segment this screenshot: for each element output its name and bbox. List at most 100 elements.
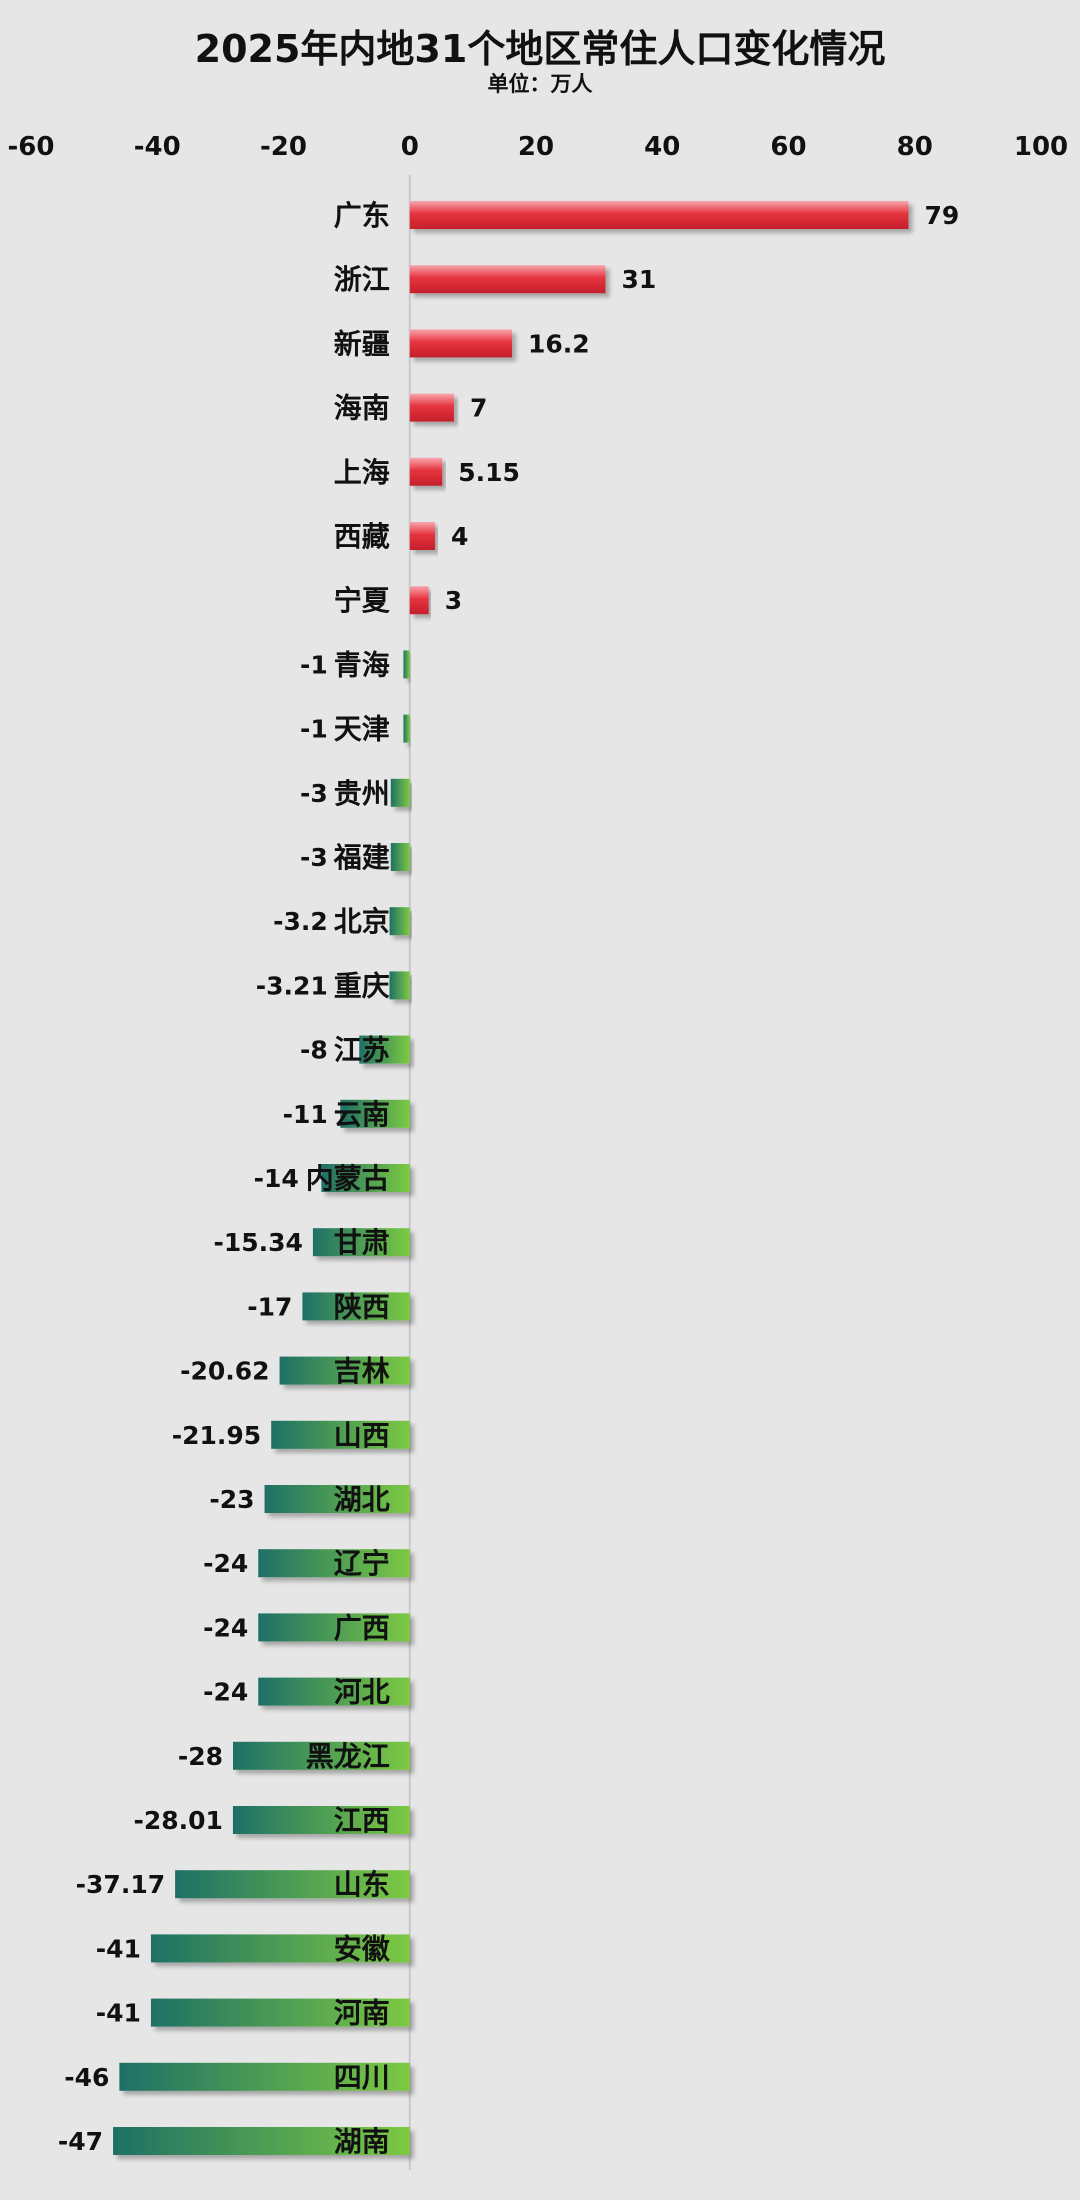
bar [119, 2062, 410, 2091]
value-label: -3 [300, 779, 328, 808]
x-tick-label: 0 [401, 132, 419, 162]
value-label: 4 [451, 522, 468, 551]
value-label: -28 [178, 1742, 223, 1771]
bar [264, 1485, 410, 1513]
value-label: -46 [64, 2063, 109, 2092]
x-tick-label: 20 [518, 132, 554, 162]
value-label: -8 [300, 1036, 328, 1065]
bar [389, 971, 410, 1000]
category-label: 云南 [334, 1098, 390, 1131]
bar [321, 1164, 410, 1192]
bar [409, 393, 454, 422]
category-label: 天津 [334, 713, 390, 746]
value-label: -11 [283, 1100, 328, 1129]
value-label: -41 [96, 1934, 141, 1963]
value-label: -41 [96, 1999, 141, 2028]
category-label: 山西 [334, 1419, 390, 1452]
value-label: 7 [470, 394, 487, 423]
bar [150, 1998, 410, 2027]
category-label: 吉林 [334, 1355, 390, 1388]
value-label: -21.95 [172, 1421, 261, 1450]
value-label: 79 [924, 201, 959, 230]
value-label: -3.2 [273, 907, 328, 936]
category-label: 浙江 [334, 263, 390, 296]
value-label: 16.2 [528, 329, 590, 358]
category-label: 山东 [334, 1868, 390, 1901]
bar [403, 714, 410, 743]
bar [232, 1806, 410, 1834]
category-label: 青海 [334, 648, 390, 681]
category-label: 安徽 [334, 1932, 391, 1965]
value-label: 5.15 [458, 458, 520, 487]
bar [409, 457, 443, 486]
bar [409, 522, 435, 550]
value-label: 31 [621, 265, 656, 294]
bar [175, 1870, 410, 1899]
value-label: -17 [247, 1292, 292, 1321]
chart-subtitle: 单位：万人 [487, 72, 593, 96]
bar [258, 1613, 410, 1642]
value-label: -24 [203, 1678, 248, 1707]
x-tick-label: -60 [8, 132, 55, 162]
category-label: 福建 [333, 841, 390, 874]
value-label: -3.21 [256, 971, 328, 1000]
category-label: 北京 [334, 905, 390, 938]
bar [359, 1035, 410, 1064]
x-tick-label: -40 [134, 132, 181, 162]
category-label: 宁夏 [334, 584, 391, 617]
value-label: -20.62 [180, 1357, 269, 1386]
category-label: 江西 [334, 1804, 390, 1837]
category-label: 内蒙古 [306, 1162, 390, 1195]
category-label: 重庆 [334, 969, 390, 1002]
x-tick-label: 80 [897, 132, 933, 162]
bar [409, 586, 429, 615]
category-label: 广西 [334, 1611, 390, 1644]
bar [390, 778, 410, 807]
category-label: 河北 [334, 1676, 390, 1709]
x-tick-label: -20 [260, 132, 307, 162]
bar [113, 2127, 410, 2155]
value-label: 3 [445, 586, 462, 615]
bar [390, 843, 410, 871]
category-label: 湖南 [334, 2125, 390, 2158]
bar [312, 1228, 410, 1257]
bar [279, 1356, 410, 1385]
bar [409, 201, 909, 229]
value-label: -1 [300, 715, 328, 744]
category-label: 西藏 [334, 520, 390, 553]
value-label: -24 [203, 1549, 248, 1578]
category-label: 海南 [334, 392, 390, 425]
category-label: 甘肃 [334, 1226, 390, 1259]
category-label: 辽宁 [334, 1547, 390, 1580]
category-label: 黑龙江 [306, 1740, 390, 1773]
value-label: -14 [254, 1164, 299, 1193]
value-label: -28.01 [133, 1806, 222, 1835]
category-label: 四川 [334, 2061, 390, 2094]
category-label: 江苏 [334, 1034, 390, 1067]
bar [258, 1677, 410, 1706]
bar [389, 907, 410, 936]
category-label: 贵州 [334, 777, 390, 810]
bar [302, 1292, 410, 1321]
chart-title: 2025年内地31个地区常住人口变化情况 [194, 27, 886, 71]
bar [403, 650, 410, 679]
x-tick-label: 100 [1014, 132, 1068, 162]
bar [340, 1099, 410, 1128]
value-label: -24 [203, 1613, 248, 1642]
bar [409, 265, 606, 294]
bar [258, 1549, 410, 1578]
value-label: -23 [209, 1485, 254, 1514]
x-tick-label: 40 [644, 132, 680, 162]
category-label: 陕西 [334, 1290, 390, 1323]
category-label: 河南 [334, 1997, 390, 2030]
category-label: 新疆 [334, 327, 390, 360]
value-label: -37.17 [76, 1870, 165, 1899]
value-label: -47 [58, 2127, 103, 2156]
bar [271, 1420, 410, 1449]
value-label: -15.34 [213, 1228, 302, 1257]
value-label: -1 [300, 650, 328, 679]
bar [150, 1934, 410, 1963]
category-label: 广东 [334, 199, 390, 232]
